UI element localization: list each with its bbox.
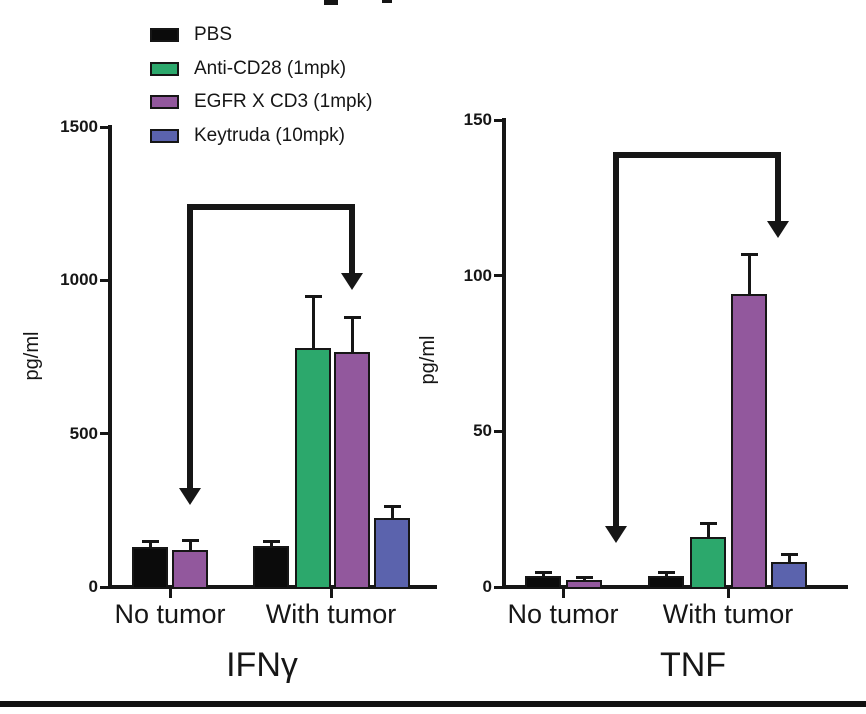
legend-swatch-pbs bbox=[150, 28, 179, 42]
chart-title-tnf: TNF bbox=[659, 646, 727, 684]
comparison-arrow-bar bbox=[187, 204, 355, 210]
legend-item-keytruda: Keytruda (10mpk) bbox=[150, 125, 346, 146]
y-tick-label: 50 bbox=[473, 421, 492, 441]
x-tick bbox=[726, 589, 730, 598]
legend-item-egfr-x-cd3: EGFR X CD3 (1mpk) bbox=[150, 91, 373, 112]
x-tick bbox=[561, 589, 565, 598]
y-axis-line bbox=[502, 118, 506, 589]
y-tick bbox=[100, 278, 108, 282]
arrow-down-head bbox=[341, 273, 363, 290]
bottom-border bbox=[0, 701, 866, 707]
arrow-down-head bbox=[605, 526, 627, 543]
y-tick bbox=[494, 118, 502, 122]
error-bar-keytruda-10mpk-with-tumor bbox=[787, 554, 791, 565]
error-bar-anti-cd28-1mpk-with-tumor bbox=[706, 523, 710, 540]
error-bar-cap bbox=[383, 504, 401, 508]
legend-label: EGFR X CD3 (1mpk) bbox=[194, 91, 373, 112]
y-axis-line bbox=[108, 125, 112, 589]
error-bar-cap bbox=[699, 522, 717, 526]
legend-label: PBS bbox=[194, 24, 233, 45]
error-bar-pbs-with-tumor bbox=[269, 541, 273, 548]
y-tick bbox=[100, 585, 108, 589]
error-bar-cap bbox=[780, 553, 798, 557]
x-tick bbox=[329, 589, 333, 598]
error-bar-cap bbox=[657, 570, 675, 574]
legend-swatch-keytruda bbox=[150, 129, 179, 143]
error-bar-cap bbox=[343, 316, 361, 320]
legend-label: Anti-CD28 (1mpk) bbox=[194, 58, 347, 79]
cropped-title-fragment bbox=[324, 0, 338, 5]
error-bar-egfr-x-cd3-1mpk-no-tumor bbox=[582, 577, 586, 583]
y-tick bbox=[494, 585, 502, 589]
y-tick-label: 0 bbox=[482, 577, 492, 596]
bar-anti-cd28-1mpk-with-tumor bbox=[295, 347, 331, 589]
x-category-label: With tumor bbox=[662, 599, 794, 629]
legend-item-pbs: PBS bbox=[150, 24, 233, 45]
legend-swatch-egfr-x-cd3 bbox=[150, 95, 179, 109]
y-tick-label: 1500 bbox=[60, 117, 98, 136]
arrow-down-head bbox=[767, 221, 789, 238]
x-category-label: With tumor bbox=[265, 599, 397, 629]
bar-pbs-no-tumor bbox=[132, 547, 168, 589]
bar-keytruda-10mpk-with-tumor bbox=[374, 518, 410, 589]
bar-egfr-x-cd3-1mpk-with-tumor bbox=[731, 294, 767, 589]
comparison-arrow-right-arm bbox=[775, 152, 781, 222]
y-tick bbox=[100, 432, 108, 436]
error-bar-cap bbox=[740, 252, 758, 256]
error-bar-egfr-x-cd3-1mpk-with-tumor bbox=[350, 317, 354, 355]
x-tick bbox=[168, 589, 172, 598]
y-tick bbox=[494, 274, 502, 278]
comparison-arrow-right-arm bbox=[349, 204, 355, 274]
x-category-label: No tumor bbox=[114, 599, 226, 629]
bar-egfr-x-cd3-1mpk-with-tumor bbox=[334, 352, 370, 589]
arrow-down-head bbox=[179, 488, 201, 505]
y-tick-label: 150 bbox=[463, 110, 492, 129]
y-axis-label: pg/ml bbox=[417, 335, 439, 385]
comparison-arrow-left-arm bbox=[613, 152, 619, 527]
error-bar-cap bbox=[141, 540, 159, 543]
error-bar-egfr-x-cd3-1mpk-with-tumor bbox=[747, 253, 751, 297]
y-axis-label: pg/ml bbox=[21, 331, 43, 381]
y-tick-label: 500 bbox=[69, 423, 98, 443]
error-bar-cap bbox=[304, 294, 322, 298]
error-bar-cap bbox=[181, 539, 199, 543]
error-bar-keytruda-10mpk-with-tumor bbox=[390, 505, 394, 520]
bar-anti-cd28-1mpk-with-tumor bbox=[690, 537, 726, 589]
error-bar-cap bbox=[534, 571, 552, 575]
error-bar-egfr-x-cd3-1mpk-no-tumor bbox=[188, 540, 192, 553]
y-tick bbox=[100, 125, 108, 129]
legend-label: Keytruda (10mpk) bbox=[194, 125, 346, 146]
legend-item-anti-cd28: Anti-CD28 (1mpk) bbox=[150, 58, 347, 79]
x-category-label: No tumor bbox=[507, 599, 619, 629]
cropped-title-fragment bbox=[382, 0, 392, 3]
error-bar-cap bbox=[262, 540, 280, 543]
y-tick bbox=[494, 429, 502, 433]
y-tick-label: 0 bbox=[88, 577, 98, 596]
comparison-arrow-bar bbox=[613, 152, 781, 158]
error-bar-pbs-with-tumor bbox=[664, 571, 668, 579]
bar-egfr-x-cd3-1mpk-no-tumor bbox=[172, 550, 208, 589]
error-bar-pbs-no-tumor bbox=[541, 572, 545, 579]
legend-swatch-anti-cd28 bbox=[150, 62, 179, 76]
bar-pbs-with-tumor bbox=[253, 545, 289, 589]
y-tick-label: 100 bbox=[463, 265, 492, 285]
comparison-arrow-left-arm bbox=[187, 204, 193, 489]
bar-keytruda-10mpk-with-tumor bbox=[771, 562, 807, 589]
chart-title-ifng: IFNγ bbox=[226, 646, 298, 684]
error-bar-cap bbox=[575, 576, 593, 580]
y-tick-label: 1000 bbox=[60, 270, 98, 290]
error-bar-anti-cd28-1mpk-with-tumor bbox=[311, 295, 315, 350]
error-bar-pbs-no-tumor bbox=[148, 541, 152, 550]
